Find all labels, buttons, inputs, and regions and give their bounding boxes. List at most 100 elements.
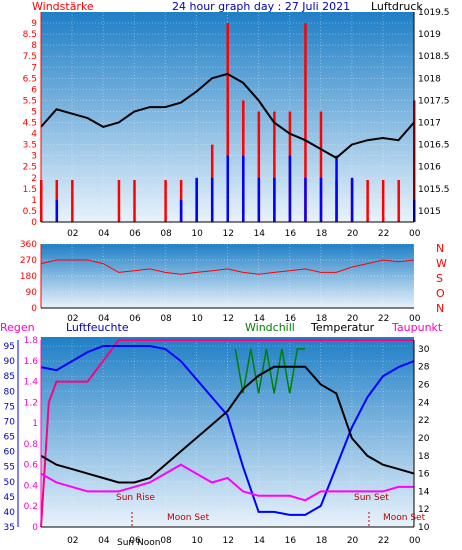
pressure-line [40,72,415,160]
gust-bar [226,23,229,223]
temperature-tick-22: 22 [418,416,429,426]
wind-direction-data [40,259,415,275]
humidity-tick-90: 90 [4,357,16,367]
legend-windchill: Windchill [245,321,295,334]
annotation-moon-set: Moon Set [167,513,210,523]
x-tick-16: 16 [285,314,297,324]
chart-title: 24 hour graph day : 27 Juli 2021 [172,0,350,13]
x-tick-22: 22 [378,536,389,546]
x-tick-02: 02 [67,314,78,324]
x-tick-06: 06 [129,229,141,239]
x-tick-06: 06 [129,314,141,324]
annotation-sun-set: Sun Set [354,493,389,503]
wind-bar [226,155,229,222]
rain-tick-0.8: 0.8 [24,440,39,450]
humidity-temperature-data [40,339,415,528]
x-tick-10: 10 [191,229,203,239]
rain-tick-1.8: 1.8 [24,336,39,346]
windchill-line [234,348,306,394]
pressure-tick-1017: 1017 [418,119,441,129]
wind-tick-3.5: 3.5 [23,141,37,151]
humidity-tick-70: 70 [4,417,16,427]
wind-bar [335,155,338,222]
gust-bar [397,180,400,222]
wind-bar [55,199,59,222]
wind-bar [179,199,183,222]
humidity-line [40,345,415,516]
humidity-tick-40: 40 [4,508,16,518]
legend-regen: Regen [0,321,35,334]
gust-bar [164,180,167,222]
x-tick-16: 16 [285,536,297,546]
wind-axis-title: Windstärke [32,0,94,13]
temperature-tick-10: 10 [418,523,430,533]
wind-tick-1.5: 1.5 [23,185,37,195]
x-tick-06: 06 [129,536,141,546]
pressure-tick-1019: 1019 [418,30,441,40]
humidity-tick-85: 85 [4,372,15,382]
pressure-tick-1018: 1018 [418,74,441,84]
wind-tick-1: 1 [31,196,37,206]
x-tick-00: 00 [409,229,421,239]
x-tick-12: 12 [223,536,234,546]
x-tick-14: 14 [254,536,266,546]
x-tick-22: 22 [378,229,389,239]
wind-bar [242,155,245,222]
wind-tick-8.5: 8.5 [23,30,37,40]
rain-tick-1: 1 [32,419,38,429]
x-tick-20: 20 [347,314,359,324]
compass-o-3: O [436,287,445,300]
rain-tick-1.4: 1.4 [24,378,39,388]
rain-line [40,339,414,528]
wind-bar [350,177,354,222]
humidity-tick-50: 50 [4,478,16,488]
wind-tick-2.5: 2.5 [23,163,37,173]
x-tick-20: 20 [347,536,359,546]
pressure-tick-1016.5: 1016.5 [418,141,450,151]
x-tick-08: 08 [160,229,172,239]
temperature-tick-20: 20 [418,434,430,444]
gust-bar [381,180,385,222]
x-tick-22: 22 [378,314,389,324]
x-tick-04: 04 [98,536,110,546]
temperature-tick-30: 30 [418,345,430,355]
wind-tick-3: 3 [31,152,37,162]
rain-tick-0.6: 0.6 [24,461,39,471]
direction-tick-180: 180 [20,272,37,282]
pressure-tick-1018.5: 1018.5 [418,52,450,62]
x-tick-00: 00 [409,536,421,546]
x-tick-02: 02 [67,229,78,239]
direction-tick-360: 360 [20,240,37,250]
wind-bar [257,177,261,222]
gust-bar [257,111,261,222]
humidity-tick-55: 55 [4,463,15,473]
wind-tick-0.5: 0.5 [23,207,37,217]
wind-bar [304,177,307,222]
humidity-temperature-plot-area [41,337,414,527]
compass-n-0: N [436,242,444,255]
rain-tick-0.2: 0.2 [24,502,38,512]
wind-bar [319,177,323,222]
humidity-temperature-grid [41,340,415,528]
temperature-tick-16: 16 [418,470,430,480]
wind-direction-plot-area [41,244,414,308]
x-tick-04: 04 [98,314,110,324]
x-tick-18: 18 [316,229,328,239]
humidity-tick-60: 60 [4,448,16,458]
gust-bar [273,111,276,222]
rain-tick-0.4: 0.4 [24,481,39,491]
x-tick-00: 00 [409,314,421,324]
wind-tick-5.5: 5.5 [23,96,37,106]
wind-tick-6.5: 6.5 [23,74,37,84]
wind-tick-8: 8 [31,41,37,51]
pressure-axis-title: Luftdruck [371,0,423,13]
x-tick-14: 14 [254,229,266,239]
x-tick-12: 12 [223,229,234,239]
pressure-tick-1015: 1015 [418,207,441,217]
direction-tick-0: 0 [31,304,37,314]
pressure-tick-1019.5: 1019.5 [418,8,450,18]
pressure-tick-1017.5: 1017.5 [418,96,450,106]
legend-taupunkt: Taupunkt [391,321,443,334]
